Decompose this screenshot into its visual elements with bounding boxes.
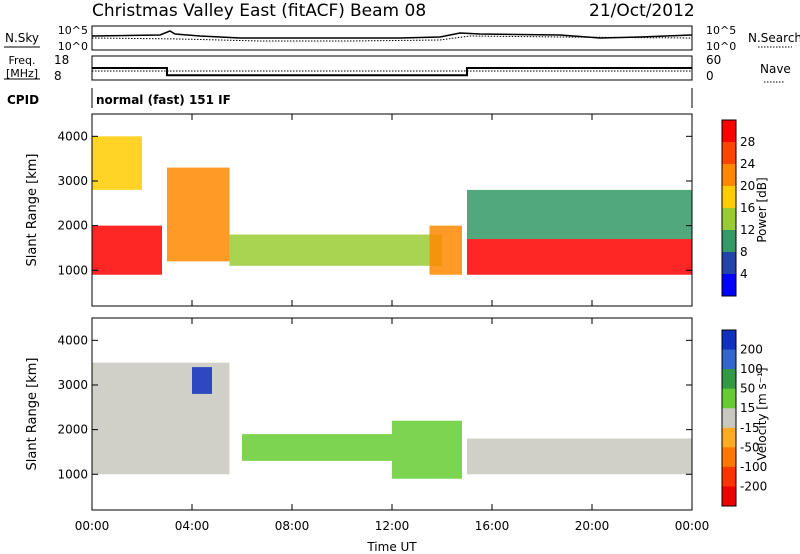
velocity-colorbar-swatch [722, 369, 736, 390]
x-tick-label: 00:00 [675, 519, 710, 533]
power-colorbar-frame [721, 119, 737, 297]
y-tick-label: 1000 [57, 467, 88, 481]
power-colorbar-swatch [722, 164, 736, 187]
velocity-colorbar-tick: -200 [740, 479, 767, 493]
velocity-colorbar-swatch [722, 447, 736, 468]
power-colorbar-tick: 28 [740, 135, 755, 149]
y-tick-label: 3000 [57, 174, 88, 188]
power-colorbar-swatch [722, 208, 736, 231]
velocity-region-4 [467, 438, 692, 475]
freq-y-tick-left-bottom: 8 [54, 69, 62, 83]
velocity-region-2 [242, 434, 392, 461]
power-colorbar-swatch [722, 142, 736, 165]
power-colorbar-swatch [722, 252, 736, 275]
y-tick-label: 3000 [57, 378, 88, 392]
freq-y-tick-left-top: 18 [54, 53, 69, 67]
velocity-colorbar: 200 100 50 15 -15 -50 -100 -200 [721, 329, 767, 507]
beam-title: Beam 08 [350, 1, 426, 21]
noise-sky-series [91, 30, 693, 39]
velocity-y-ticks: 4000 3000 2000 1000 [57, 333, 692, 481]
velocity-colorbar-tick: 50 [740, 382, 755, 396]
power-colorbar-swatch [722, 230, 736, 253]
noise-y-tick-left-bottom: 10^0 [58, 40, 88, 53]
noise-left-label: N.Sky [5, 31, 39, 45]
velocity-colorbar-swatch [722, 388, 736, 409]
y-tick-label: 4000 [57, 129, 88, 143]
freq-y-tick-right-bottom: 0 [706, 69, 714, 83]
power-colorbar-label: Power [dB] [755, 177, 769, 242]
velocity-colorbar-tick: 15 [740, 401, 755, 415]
velocity-y-axis-label: Slant Range [km] [25, 358, 40, 471]
power-colorbar-tick: 24 [740, 157, 755, 171]
power-colorbar-swatch [722, 120, 736, 143]
date-title: 21/Oct/2012 [589, 1, 695, 21]
noise-search-series [91, 35, 693, 42]
power-region-0 [92, 225, 162, 275]
velocity-region-3 [392, 420, 462, 479]
x-tick-label: 20:00 [575, 519, 610, 533]
power-region-2 [167, 167, 230, 262]
power-colorbar-tick: 20 [740, 179, 755, 193]
station-title: Christmas Valley East (fitACF) [92, 1, 345, 21]
velocity-colorbar-frame [721, 329, 737, 507]
velocity-colorbar-tick: 100 [740, 362, 763, 376]
power-colorbar-tick: 16 [740, 201, 755, 215]
power-region-1 [92, 136, 142, 190]
power-y-ticks: 4000 3000 2000 1000 [57, 129, 692, 277]
velocity-colorbar-swatch [722, 408, 736, 429]
velocity-colorbar-swatch [722, 427, 736, 448]
power-colorbar-swatch [722, 186, 736, 209]
noise-right-label: N.Search [748, 31, 800, 45]
power-colorbar-tick: 12 [740, 223, 755, 237]
power-region-3 [229, 234, 442, 266]
power-colorbar-tick: 8 [740, 245, 748, 259]
freq-left-label-2: [MHz] [6, 67, 38, 80]
velocity-colorbar-swatch [722, 330, 736, 351]
velocity-colorbar-tick: 200 [740, 343, 763, 357]
velocity-heatmap [92, 362, 692, 479]
freq-y-tick-right-top: 60 [706, 53, 721, 67]
power-colorbar-swatch [722, 274, 736, 297]
velocity-colorbar-tick: -15 [740, 421, 760, 435]
velocity-colorbar-swatch [722, 466, 736, 487]
power-region-6 [467, 189, 692, 240]
power-region-5 [467, 239, 692, 275]
noise-y-tick-right-top: 10^5 [706, 24, 736, 37]
noise-y-tick-right-bottom: 10^0 [706, 40, 736, 53]
frequency-series [92, 67, 692, 77]
y-tick-label: 4000 [57, 333, 88, 347]
cpid-label: CPID [7, 93, 39, 107]
x-tick-label: 16:00 [475, 519, 510, 533]
power-colorbar: 28 24 20 16 12 8 4 [721, 119, 755, 297]
power-y-axis-label: Slant Range [km] [25, 154, 40, 267]
x-tick-label: 00:00 [75, 519, 110, 533]
freq-right-label: Nave [760, 62, 791, 76]
cpid-value: normal (fast) 151 IF [96, 93, 231, 107]
x-tick-label: 12:00 [375, 519, 410, 533]
x-tick-label: 08:00 [275, 519, 310, 533]
power-region-4 [429, 225, 462, 275]
y-tick-label: 2000 [57, 219, 88, 233]
velocity-colorbar-label: Velocity [m s⁻¹] [755, 367, 769, 460]
velocity-colorbar-swatch [722, 349, 736, 370]
velocity-colorbar-swatch [722, 486, 736, 507]
freq-left-label-1: Freq. [8, 54, 35, 67]
y-tick-label: 2000 [57, 423, 88, 437]
x-axis-ticks: 00:00 04:00 08:00 12:00 16:00 20:00 00:00 [75, 114, 710, 533]
power-heatmap [92, 136, 692, 275]
y-tick-label: 1000 [57, 263, 88, 277]
x-axis-label: Time UT [366, 540, 417, 554]
velocity-colorbar-tick: -100 [740, 460, 767, 474]
noise-y-tick-left-top: 10^5 [58, 24, 88, 37]
power-colorbar-tick: 4 [740, 267, 748, 281]
velocity-colorbar-tick: -50 [740, 440, 760, 454]
velocity-region-1 [192, 367, 212, 394]
frequency-step-line [92, 67, 692, 77]
x-tick-label: 04:00 [175, 519, 210, 533]
